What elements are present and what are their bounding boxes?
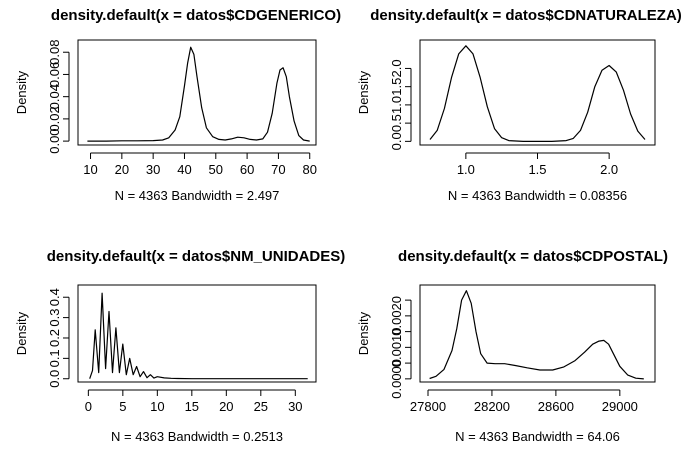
x-axis-label: N = 4363 Bandwidth = 2.497 — [115, 188, 280, 203]
x-tick-label: 70 — [271, 162, 285, 177]
panel-1: density.default(x = datos$CDGENERICO) 10 2… — [14, 7, 341, 203]
x-axis-label: N = 4363 Bandwidth = 0.08356 — [448, 188, 627, 203]
y-tick-label: 0.3 — [47, 309, 62, 327]
plot-frame — [419, 39, 656, 146]
chart-title: density.default(x = datos$CDNATURALEZA) — [370, 7, 682, 24]
chart-title: density.default(x = datos$NM_UNIDADES) — [47, 248, 346, 265]
density-line — [89, 292, 308, 380]
chart-title: density.default(x = datos$CDGENERICO) — [51, 7, 341, 24]
x-tick-label: 1.0 — [457, 162, 475, 177]
y-tick-label: 0.06 — [47, 62, 62, 87]
x-tick-label: 20 — [115, 162, 129, 177]
panel-3: density.default(x = datos$NM_UNIDADES) 0 5… — [14, 248, 345, 444]
y-tick-label: 0.0 — [47, 370, 62, 388]
x-tick-label: 2.0 — [600, 162, 618, 177]
x-tick-label: 80 — [303, 162, 317, 177]
y-tick-label: 0.5 — [389, 114, 404, 132]
x-tick-label: 28600 — [538, 399, 574, 414]
y-axis-label: Density — [14, 311, 29, 355]
plot-frame — [77, 39, 317, 146]
y-tick-label: 0.04 — [47, 84, 62, 109]
x-tick-label: 29000 — [602, 399, 638, 414]
x-tick-label: 10 — [150, 399, 164, 414]
x-tick-label: 20 — [219, 399, 233, 414]
x-tick-label: 28200 — [474, 399, 510, 414]
y-tick-label: 0.02 — [47, 106, 62, 131]
x-tick-label: 27800 — [410, 399, 446, 414]
x-axis-label: N = 4363 Bandwidth = 0.2513 — [111, 429, 283, 444]
y-tick-label: 0.0 — [389, 132, 404, 150]
x-tick-label: 40 — [177, 162, 191, 177]
panel-2: density.default(x = datos$CDNATURALEZA) 1… — [356, 7, 682, 203]
y-tick-label: 0.1 — [47, 349, 62, 367]
x-axis-label: N = 4363 Bandwidth = 64.06 — [455, 429, 620, 444]
y-tick-label: 1.0 — [389, 96, 404, 114]
x-tick-label: 50 — [209, 162, 223, 177]
y-tick-label: 0.4 — [47, 288, 62, 306]
x-tick-label: 30 — [288, 399, 302, 414]
x-tick-label: 0 — [85, 399, 92, 414]
y-tick-label: 0.0020 — [389, 296, 404, 336]
plot-frame — [419, 284, 656, 383]
chart-title: density.default(x = datos$CDPOSTAL) — [398, 248, 668, 265]
y-tick-label: 0.0010 — [389, 327, 404, 367]
y-tick-label: 0.2 — [47, 329, 62, 347]
density-line — [87, 46, 310, 142]
x-tick-label: 1.5 — [528, 162, 546, 177]
y-axis-label: Density — [14, 70, 29, 114]
x-tick-label: 5 — [119, 399, 126, 414]
density-line — [429, 290, 644, 380]
y-tick-label: 0.0000 — [389, 359, 404, 399]
x-tick-label: 25 — [254, 399, 268, 414]
x-tick-label: 15 — [185, 399, 199, 414]
x-tick-label: 60 — [240, 162, 254, 177]
x-tick-label: 10 — [83, 162, 97, 177]
y-axis-label: Density — [356, 311, 371, 355]
y-tick-label: 0.08 — [47, 40, 62, 65]
panel-4: density.default(x = datos$CDPOSTAL) 27800… — [356, 248, 668, 444]
y-tick-label: 0.00 — [47, 128, 62, 153]
y-axis-label: Density — [356, 70, 371, 114]
y-tick-label: 1.5 — [389, 78, 404, 96]
x-tick-label: 30 — [146, 162, 160, 177]
y-tick-label: 2.0 — [389, 59, 404, 77]
density-line — [429, 45, 646, 142]
plot-frame — [77, 284, 317, 383]
